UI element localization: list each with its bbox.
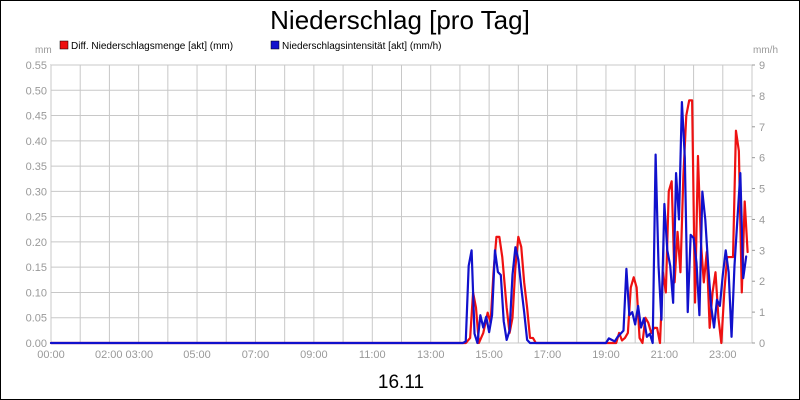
x-tick-label: 09:00 [300,349,328,361]
legend-swatch-blue [270,40,280,50]
x-tick-label: 19:00 [592,349,620,361]
right-tick-label: 8 [759,91,765,103]
left-tick-label: 0.50 [26,85,47,97]
x-tick-label: 11:00 [359,349,386,361]
left-tick-label: 0.15 [26,262,47,274]
legend-swatch-red [59,40,69,50]
x-tick-label: 21:00 [651,349,679,361]
x-tick-label: 15:00 [475,349,503,361]
left-tick-label: 0.55 [26,60,47,72]
left-tick-label: 0.30 [26,186,47,198]
right-axis-unit: mm/h [753,45,778,56]
right-tick-label: 4 [759,214,765,226]
right-tick-label: 7 [759,122,765,134]
left-tick-label: 0.20 [26,237,47,249]
left-tick-label: 0.25 [26,212,47,224]
right-tick-label: 3 [759,245,765,257]
right-tick-label: 0 [759,338,765,350]
left-tick-label: 0.40 [26,136,47,148]
legend: Diff. Niederschlagsmenge [akt] (mm) Nied… [59,40,442,52]
x-tick-label: 02:00 03:00 [95,349,153,361]
series-line-niederschlagsintensitaet [49,100,748,345]
legend-label-niederschlagsmenge: Diff. Niederschlagsmenge [akt] (mm) [71,41,233,52]
left-axis-ticks: 0.00 0.05 0.10 0.15 0.20 0.25 0.30 0.35 0.40 0.45… [26,60,47,350]
right-tick-label: 5 [759,184,765,196]
x-tick-label: 05:00 [183,349,211,361]
date-label: 16.11 [378,372,424,393]
right-tick-label: 1 [759,307,765,319]
legend-label-niederschlagsintensitaet: Niederschlagsintensität [akt] (mm/h) [282,41,442,52]
right-tick-label: 6 [759,153,765,165]
right-tick-label: 9 [759,60,765,72]
x-tick-label: 23:00 [709,349,737,361]
x-tick-label: 07:00 [242,349,270,361]
series-layer [49,99,749,345]
x-tick-label: 17:00 [534,349,562,361]
left-tick-label: 0.10 [26,287,47,299]
x-tick-label: 13:00 [417,349,445,361]
left-axis-unit: mm [35,45,52,56]
right-tick-label: 2 [759,276,765,288]
chart-title: Niederschlag [pro Tag] [270,5,530,35]
series-line-niederschlagsmenge [49,99,749,345]
left-tick-label: 0.45 [26,111,47,123]
right-axis-ticks: 0 1 2 3 4 5 6 7 8 9 [752,60,765,350]
x-axis-ticks: 00:00 02:00 03:00 05:00 07:00 09:00 11:00 13:0… [37,349,736,361]
x-tick-label: 00:00 [37,349,65,361]
left-tick-label: 0.35 [26,161,47,173]
left-tick-label: 0.05 [26,313,47,325]
left-tick-label: 0.00 [26,338,47,350]
